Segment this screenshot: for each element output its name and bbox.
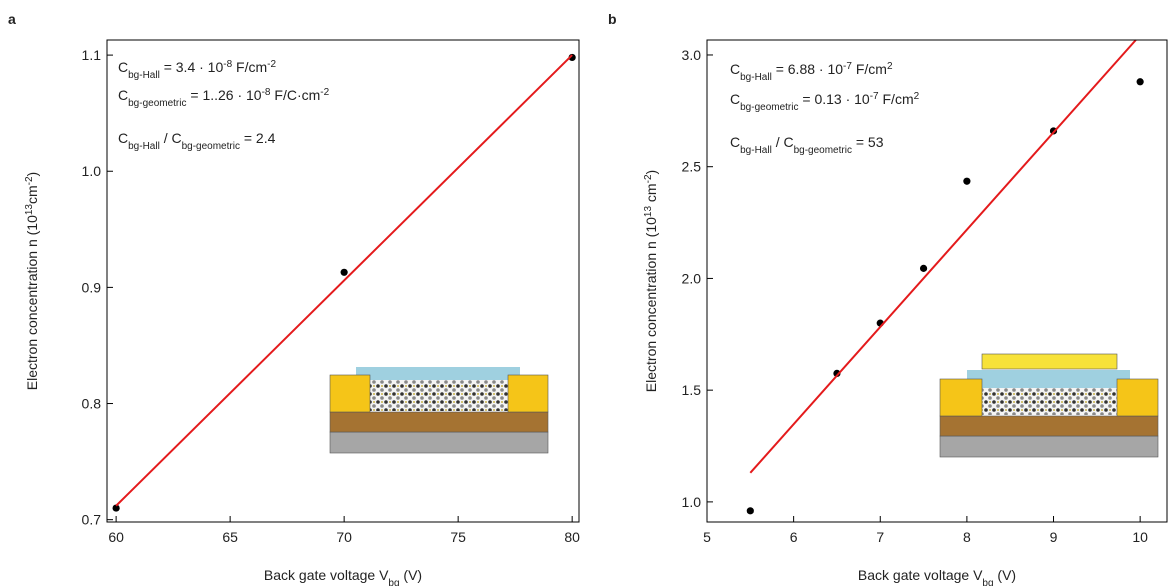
y-tick-label: 0.8	[82, 396, 102, 412]
x-tick-label: 60	[108, 529, 124, 545]
x-tick-label: 5	[703, 529, 711, 545]
annotation-part: 2	[914, 91, 920, 102]
annotation-part: = 2.4	[240, 130, 276, 146]
x-axis-label: Back gate voltage Vbg (V)	[264, 567, 422, 586]
y-axis-label-part: )	[24, 172, 40, 177]
y-axis-label: Electron concentration n (1013cm-2)	[24, 172, 41, 390]
x-axis-label-part: Back gate voltage V	[264, 567, 389, 583]
annotation-part: C	[730, 91, 740, 107]
plot-frame	[706, 39, 1168, 523]
x-tick-label: 10	[1132, 529, 1148, 545]
y-tick-label: 0.7	[82, 512, 102, 528]
panel: b 5 6 7 8 9 10 1.0 1.5 2.0 2.5 3.0 Cbg-Hall = 6.88 ·…	[608, 11, 1168, 586]
data-point	[1136, 78, 1144, 86]
device-inset-b	[939, 353, 1159, 458]
annotation-part: = 1..26 · 10	[186, 87, 261, 103]
annotation-part: C	[730, 61, 740, 77]
annotation-part: bg-Hall	[740, 145, 772, 156]
x-axis-label-part: Back gate voltage V	[858, 567, 983, 583]
annotation-part: bg-geometric	[128, 98, 186, 109]
annotation-part: bg-geometric	[740, 102, 798, 113]
annotation-part: C	[118, 59, 128, 75]
annotation-part: bg-Hall	[740, 72, 772, 83]
panel: a 60 65 70 75 80 0.7 0.8 0.9 1.0 1.1 Cbg-Hall = 3.4…	[8, 11, 580, 586]
annotation-part: bg-Hall	[128, 141, 160, 152]
annotation-part: / C	[160, 130, 182, 146]
y-axis-label-part: Electron concentration n (10	[643, 217, 659, 392]
x-axis-label-part: (V)	[994, 567, 1017, 583]
annotation-part: C	[118, 87, 128, 103]
y-axis-label: Electron concentration n (1013 cm-2)	[643, 170, 660, 392]
x-axis-label-part: bg	[388, 578, 399, 586]
annotation: Cbg-Hall = 6.88 · 10-7 F/cm2	[730, 61, 893, 83]
annotation: Cbg-Hall / Cbg-geometric = 53	[730, 134, 884, 156]
annotation-part: -7	[870, 91, 879, 102]
annotation-part: bg-geometric	[794, 145, 852, 156]
data-point	[963, 177, 971, 185]
annotation-part: -8	[223, 59, 232, 70]
annotation-part: F/cm	[852, 61, 887, 77]
fit-line	[115, 54, 573, 507]
y-tick-label: 1.0	[682, 494, 702, 510]
y-axis-label-part: -2	[24, 176, 35, 185]
y-tick-label: 0.9	[82, 279, 102, 295]
y-axis-label-part: 13	[643, 206, 654, 218]
x-tick-label: 65	[222, 529, 238, 545]
plot-frame	[106, 39, 580, 523]
y-tick-label: 2.0	[682, 270, 702, 286]
device-inset-a	[329, 367, 549, 454]
x-axis-label: Back gate voltage Vbg (V)	[858, 567, 1016, 586]
x-tick-label: 6	[790, 529, 798, 545]
annotation-part: C	[118, 130, 128, 146]
annotation-part: F/cm	[879, 91, 914, 107]
x-tick-label: 9	[1050, 529, 1058, 545]
data-point	[112, 504, 120, 512]
panel-label: a	[8, 11, 16, 27]
x-axis-label-part: (V)	[400, 567, 423, 583]
x-axis-label-part: bg	[982, 578, 993, 586]
annotation-part: = 0.13 · 10	[798, 91, 869, 107]
annotation-part: / C	[772, 134, 794, 150]
data-point	[919, 264, 928, 272]
annotation-part: bg-geometric	[182, 141, 240, 152]
data-point	[833, 369, 841, 378]
x-tick-label: 70	[336, 529, 352, 545]
annotation-part: = 6.88 · 10	[772, 61, 843, 77]
y-tick-label: 1.1	[82, 47, 102, 63]
annotation: Cbg-geometric = 0.13 · 10-7 F/cm2	[730, 91, 920, 113]
annotation-part: -2	[320, 87, 329, 98]
y-axis-label-part: cm	[643, 183, 659, 206]
annotation-part: F/C·cm	[271, 87, 321, 103]
y-axis-label-part: Electron concentration n (10	[24, 215, 40, 390]
y-tick-label: 3.0	[682, 47, 702, 63]
annotation: Cbg-Hall = 3.4 · 10-8 F/cm-2	[118, 59, 276, 81]
data-point	[340, 268, 348, 276]
x-tick-label: 7	[876, 529, 884, 545]
y-axis-label-part: -2	[643, 174, 654, 183]
annotation-part: = 53	[852, 134, 884, 150]
x-tick-label: 80	[564, 529, 580, 545]
y-tick-label: 1.0	[82, 163, 102, 179]
annotation: Cbg-geometric = 1..26 · 10-8 F/C·cm-2	[118, 87, 330, 109]
annotation-part: C	[730, 134, 740, 150]
y-axis-label-part: )	[643, 170, 659, 175]
y-tick-label: 1.5	[682, 382, 702, 398]
annotation-part: bg-Hall	[128, 70, 160, 81]
y-axis-label-part: 13	[24, 204, 35, 216]
annotation-part: -7	[843, 61, 852, 72]
annotation-part: 2	[887, 61, 893, 72]
annotation-part: F/cm	[232, 59, 267, 75]
panel-label: b	[608, 11, 617, 27]
x-tick-label: 8	[963, 529, 971, 545]
y-axis-label-part: cm	[24, 185, 40, 204]
annotation-part: -2	[267, 59, 276, 70]
annotation: Cbg-Hall / Cbg-geometric = 2.4	[118, 130, 276, 152]
x-tick-label: 75	[450, 529, 466, 545]
annotation-part: -8	[262, 87, 271, 98]
y-tick-label: 2.5	[682, 159, 702, 175]
data-point	[746, 507, 754, 515]
fit-line	[749, 39, 1137, 474]
annotation-part: = 3.4 · 10	[160, 59, 224, 75]
